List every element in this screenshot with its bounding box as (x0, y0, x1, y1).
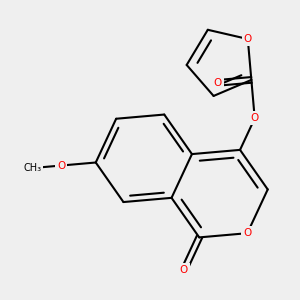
Text: O: O (57, 160, 65, 170)
Text: O: O (250, 113, 259, 123)
Text: O: O (214, 78, 222, 88)
Text: O: O (243, 228, 251, 238)
Text: O: O (244, 34, 252, 44)
Text: O: O (180, 265, 188, 275)
Text: CH₃: CH₃ (23, 163, 41, 173)
